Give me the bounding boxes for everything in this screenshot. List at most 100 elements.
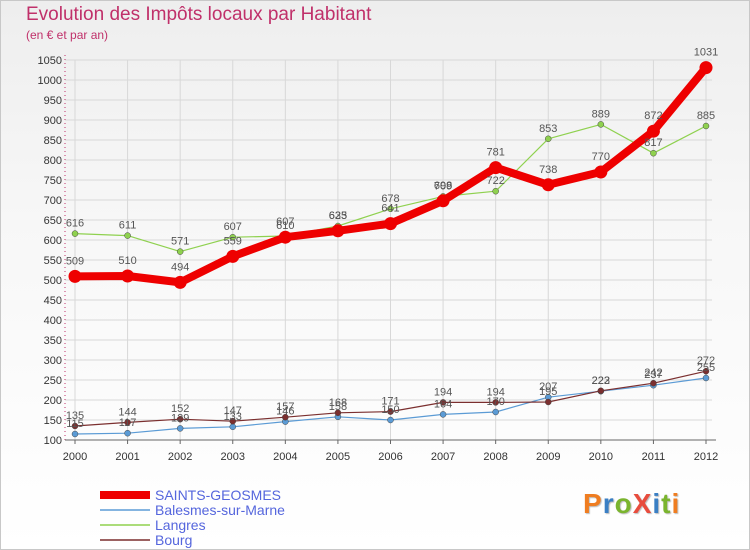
data-point — [439, 411, 447, 418]
data-label: 129 — [171, 412, 189, 424]
y-tick-label: 400 — [44, 315, 62, 327]
data-point — [124, 232, 131, 239]
data-point — [331, 224, 345, 238]
data-point — [278, 230, 292, 244]
data-label: 158 — [329, 401, 347, 413]
x-tick-label: 2003 — [221, 451, 245, 463]
data-label: 194 — [434, 386, 452, 398]
data-point — [436, 194, 450, 208]
data-point — [597, 121, 605, 128]
y-tick-label: 600 — [44, 235, 62, 247]
data-label: 509 — [66, 255, 84, 267]
data-point — [334, 409, 342, 417]
y-tick-label: 750 — [44, 175, 62, 187]
data-label: 853 — [539, 123, 557, 135]
y-tick-label: 500 — [44, 275, 62, 287]
data-point — [124, 429, 131, 437]
data-label: 170 — [486, 396, 504, 408]
x-tick-label: 2001 — [115, 451, 139, 463]
data-label: 607 — [224, 221, 242, 233]
data-label: 150 — [381, 404, 399, 416]
legend: SAINTS-GEOSMESBalesmes-sur-MarneLangresB… — [100, 487, 285, 548]
data-label: 623 — [329, 210, 347, 222]
x-tick-label: 2012 — [694, 451, 718, 463]
data-point — [646, 124, 660, 138]
y-tick-label: 650 — [44, 215, 62, 227]
data-label: 770 — [592, 151, 610, 163]
logo-letter: o — [614, 488, 633, 519]
data-label: 611 — [119, 220, 137, 232]
data-label: 817 — [644, 137, 662, 149]
data-label: 709 — [434, 180, 452, 192]
data-point — [492, 187, 499, 195]
data-point — [229, 233, 236, 241]
data-point — [176, 415, 184, 423]
data-point — [699, 61, 713, 75]
x-tick-label: 2008 — [483, 451, 507, 463]
data-point — [121, 269, 135, 283]
data-point — [492, 399, 499, 406]
data-label: 171 — [381, 396, 399, 408]
legend-label: SAINTS-GEOSMES — [155, 487, 281, 503]
data-label: 889 — [592, 108, 610, 120]
data-label: 610 — [276, 220, 294, 232]
y-tick-label: 150 — [44, 415, 62, 427]
data-point — [541, 178, 555, 192]
data-label: 255 — [697, 362, 715, 374]
data-point — [226, 249, 240, 263]
x-tick-label: 2011 — [642, 451, 666, 463]
y-tick-label: 1050 — [38, 55, 62, 67]
data-label: 559 — [224, 235, 242, 247]
chart-subtitle: (en € et par an) — [26, 28, 109, 42]
data-point — [545, 135, 552, 143]
data-point — [650, 149, 657, 157]
logo-letter: r — [602, 488, 615, 519]
data-point — [597, 387, 605, 395]
chart-title: Evolution des Impôts locaux par Habitant — [26, 4, 372, 25]
data-label: 115 — [66, 418, 84, 430]
logo-letter: X — [632, 488, 653, 519]
x-tick-label: 2005 — [326, 451, 350, 463]
data-label: 571 — [171, 236, 189, 248]
data-label: 616 — [66, 218, 84, 230]
data-label: 117 — [119, 417, 137, 429]
data-point — [387, 416, 394, 424]
data-label: 164 — [434, 398, 452, 410]
data-point — [489, 161, 503, 175]
data-label: 738 — [539, 164, 557, 176]
logo-letter: t — [661, 488, 672, 519]
y-tick-label: 850 — [44, 135, 62, 147]
data-label: 223 — [592, 375, 610, 387]
data-point — [229, 423, 236, 431]
data-point — [173, 275, 187, 289]
x-tick-label: 2000 — [63, 451, 87, 463]
data-label: 242 — [644, 367, 662, 379]
data-label: 147 — [224, 405, 242, 417]
data-label: 272 — [697, 355, 715, 367]
data-point — [124, 419, 131, 426]
x-tick-label: 2006 — [378, 451, 402, 463]
data-label: 168 — [329, 397, 347, 409]
y-tick-label: 300 — [44, 355, 62, 367]
data-point — [71, 230, 79, 237]
grid — [65, 59, 712, 441]
data-label: 872 — [644, 110, 662, 122]
data-point — [387, 205, 394, 213]
data-point — [176, 248, 184, 255]
data-label: 607 — [276, 216, 294, 228]
data-point — [702, 367, 710, 375]
data-point — [176, 425, 184, 432]
x-tick-label: 2002 — [168, 451, 192, 463]
data-label: 678 — [381, 193, 399, 205]
data-labels: 115 117 129 133 146 158 150 164 170 207 222 237 255 1… — [66, 47, 718, 430]
data-label: 510 — [118, 255, 136, 267]
data-point — [702, 122, 710, 130]
data-point — [702, 374, 710, 382]
data-label: 635 — [329, 210, 347, 222]
data-label: 207 — [539, 381, 557, 393]
y-tick-label: 100 — [44, 435, 62, 447]
y-tick-label: 700 — [44, 195, 62, 207]
data-point — [492, 408, 499, 416]
y-tick-label: 900 — [44, 115, 62, 127]
